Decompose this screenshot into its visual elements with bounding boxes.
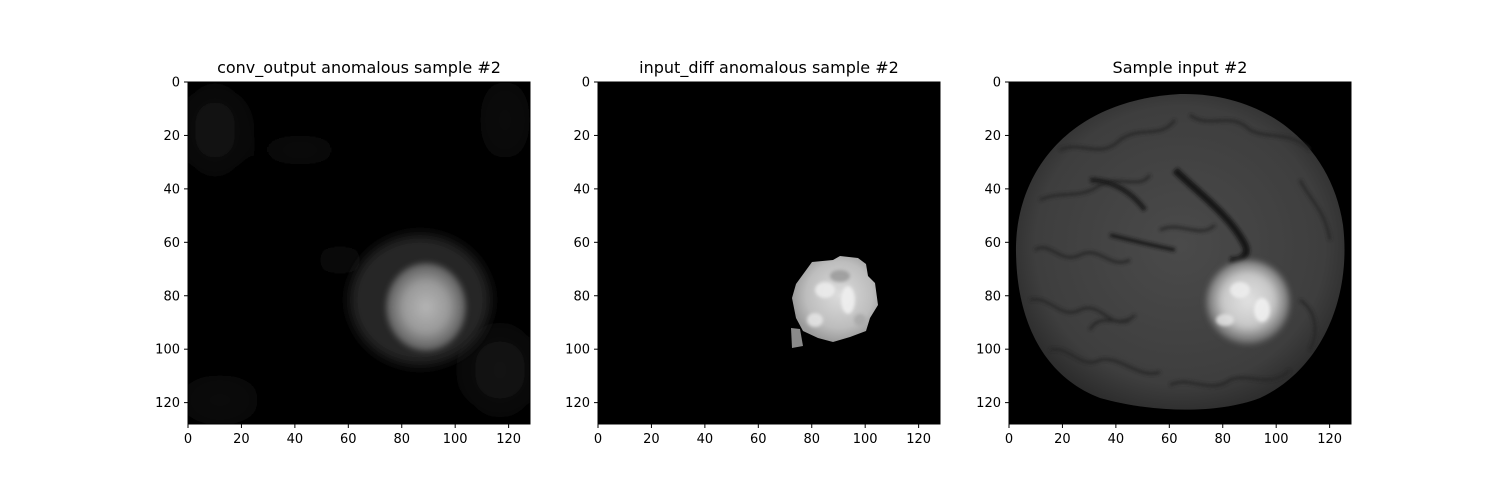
panel-title: Sample input #2 (1113, 58, 1248, 77)
x-tick-label: 60 (750, 432, 767, 447)
x-tick-label: 60 (340, 432, 357, 447)
x-tick-label: 120 (1317, 432, 1342, 447)
y-tick-label: 120 (565, 396, 590, 411)
y-tick-label: 100 (155, 343, 180, 358)
y-tick-label: 0 (993, 76, 1001, 91)
y-axis: 0 20 40 60 80 100 120 (976, 76, 1009, 411)
x-axis: 0 20 40 60 80 100 120 (1005, 424, 1342, 447)
x-tick-label: 0 (594, 432, 602, 447)
heatmap-image (188, 82, 530, 424)
y-tick-label: 60 (573, 236, 590, 251)
y-tick-label: 40 (573, 182, 590, 197)
x-tick-label: 20 (1054, 432, 1071, 447)
axes-frame (597, 81, 941, 425)
y-tick-label: 120 (976, 396, 1001, 411)
y-tick-label: 0 (582, 76, 590, 91)
x-tick-label: 40 (287, 432, 304, 447)
x-tick-label: 0 (1005, 432, 1013, 447)
x-tick-label: 120 (496, 432, 521, 447)
panel-title: input_diff anomalous sample #2 (639, 58, 899, 78)
panel-conv-output: conv_output anomalous sample #2 0 20 40 60 8… (155, 58, 531, 447)
y-tick-label: 0 (172, 76, 180, 91)
x-tick-label: 80 (803, 432, 820, 447)
y-tick-label: 80 (984, 289, 1001, 304)
x-tick-label: 100 (1264, 432, 1289, 447)
panel-sample-input: Sample input #2 (976, 58, 1352, 447)
y-tick-label: 100 (565, 343, 590, 358)
axes-frame (187, 81, 531, 425)
x-axis: 0 20 40 60 80 100 120 (184, 424, 521, 447)
x-tick-label: 80 (393, 432, 410, 447)
anomaly-blob (386, 263, 466, 351)
x-tick-label: 20 (643, 432, 660, 447)
y-tick-label: 60 (163, 236, 180, 251)
x-tick-label: 20 (233, 432, 250, 447)
x-tick-label: 40 (1108, 432, 1125, 447)
y-tick-label: 20 (573, 129, 590, 144)
panel-title: conv_output anomalous sample #2 (217, 58, 501, 78)
y-tick-label: 80 (163, 289, 180, 304)
x-tick-label: 60 (1161, 432, 1178, 447)
heatmap-image (598, 82, 940, 424)
y-tick-label: 120 (155, 396, 180, 411)
panel-input-diff: input_diff anomalous sample #2 0 20 40 60 80… (565, 58, 941, 447)
axes-frame (1008, 81, 1352, 425)
x-tick-label: 40 (697, 432, 714, 447)
x-axis: 0 20 40 60 80 100 120 (594, 424, 931, 447)
y-axis: 0 20 40 60 80 100 120 (155, 76, 188, 411)
x-tick-label: 0 (184, 432, 192, 447)
y-tick-label: 20 (163, 129, 180, 144)
y-tick-label: 60 (984, 236, 1001, 251)
y-tick-label: 40 (984, 182, 1001, 197)
heatmap-image (1009, 82, 1351, 424)
y-axis: 0 20 40 60 80 100 120 (565, 76, 598, 411)
x-tick-label: 100 (853, 432, 878, 447)
y-tick-label: 40 (163, 182, 180, 197)
lesion (1206, 260, 1290, 344)
y-tick-label: 100 (976, 343, 1001, 358)
anomaly-fragment (791, 328, 803, 348)
x-tick-label: 100 (443, 432, 468, 447)
brain-sulci (1029, 113, 1332, 388)
y-tick-label: 80 (573, 289, 590, 304)
y-tick-label: 20 (984, 129, 1001, 144)
x-tick-label: 80 (1214, 432, 1231, 447)
x-tick-label: 120 (906, 432, 931, 447)
